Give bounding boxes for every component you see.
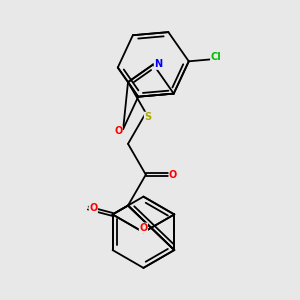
Text: O: O <box>139 223 148 233</box>
Text: O: O <box>169 170 177 180</box>
Text: O: O <box>89 203 98 213</box>
Text: Cl: Cl <box>211 52 221 62</box>
Text: S: S <box>144 112 152 122</box>
Text: O: O <box>114 126 122 136</box>
Text: N: N <box>154 59 162 69</box>
